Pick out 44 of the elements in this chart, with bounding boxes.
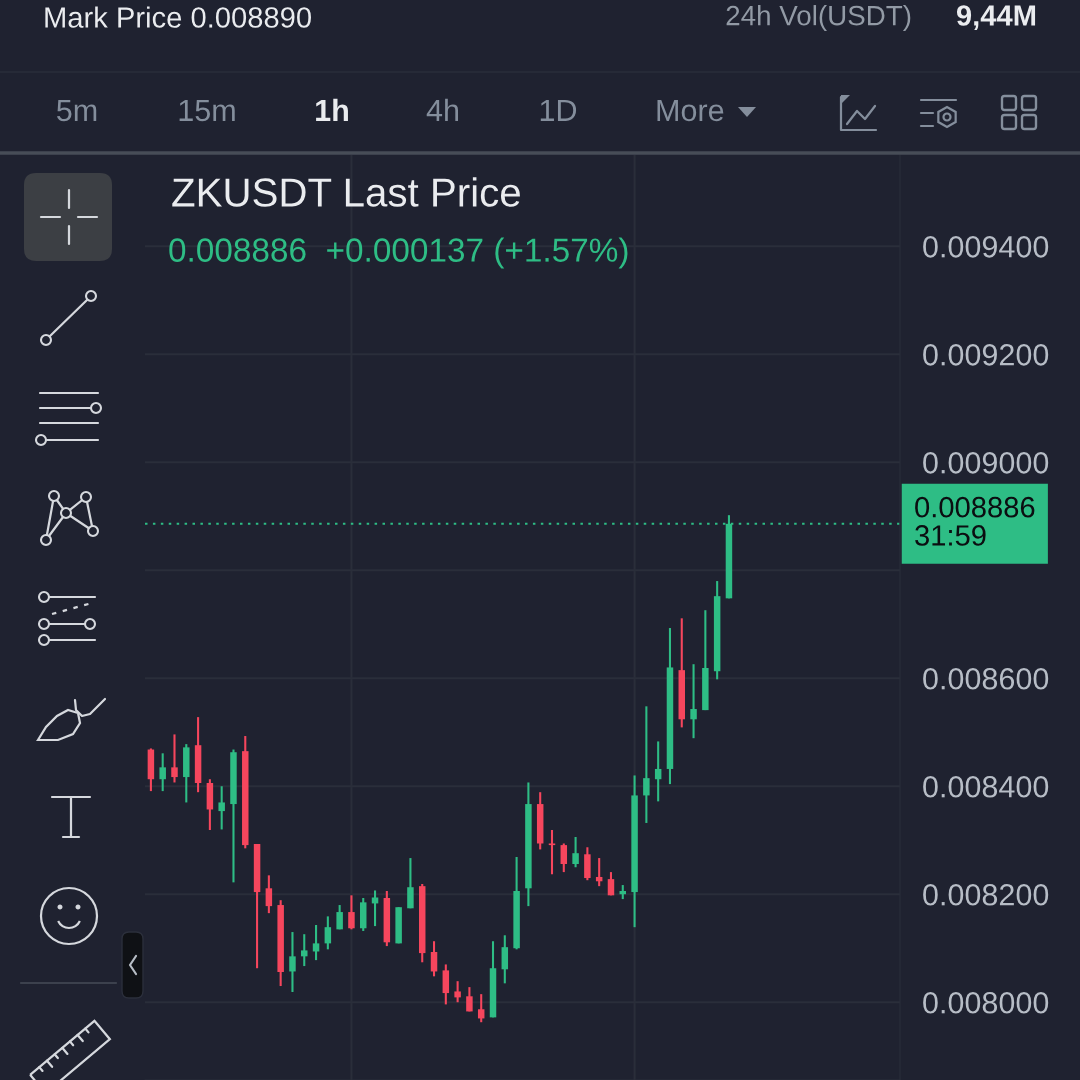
candlestick (324, 915, 332, 951)
candlestick (430, 940, 438, 978)
candlestick (171, 733, 178, 784)
candlestick (548, 828, 556, 876)
candlestick (371, 889, 379, 928)
candlestick (407, 857, 414, 910)
text: 1D (540, 99, 577, 121)
candlestick (218, 785, 225, 831)
text: 9,44M (956, 5, 1036, 31)
text: 15m (179, 99, 235, 122)
ref-line-label: 0.008886 31:59 (915, 496, 1035, 546)
candlestick (454, 980, 461, 1004)
text: More (657, 99, 724, 122)
text: 1h (316, 98, 348, 121)
candlestick (312, 923, 320, 962)
text: Mark Price 0.008890 (45, 6, 311, 28)
candlestick (643, 705, 650, 825)
candlestick (584, 846, 591, 882)
candlestick (301, 933, 308, 968)
text: 4h (426, 98, 459, 121)
candlestick (442, 963, 450, 1006)
candlestick (477, 993, 485, 1024)
text: 0.008886 +0.000137 (+1.57%) (169, 237, 628, 269)
y-tick-label: 0.008600 (923, 667, 1049, 690)
y-tick-label: 0.008200 (923, 883, 1049, 906)
candlestick (289, 931, 296, 994)
candlestick (159, 752, 166, 793)
chart-title: ZKUSDT Last Price (172, 177, 520, 207)
candlestick (572, 835, 579, 869)
y-tick-label: 0.008000 (923, 991, 1049, 1014)
candlestick (466, 986, 473, 1013)
text: 24h Vol(USDT) (726, 5, 911, 31)
candlestick (265, 874, 273, 915)
candlestick (560, 842, 568, 874)
candlestick (690, 663, 697, 740)
y-tick-label: 0.009400 (923, 235, 1049, 258)
candlestick (348, 894, 355, 931)
candlestick (654, 740, 662, 803)
y-tick-label: 0.009200 (923, 343, 1049, 366)
y-tick-label: 0.008400 (923, 775, 1049, 798)
candlestick (336, 904, 343, 931)
text: 5m (57, 99, 97, 122)
y-tick-label: 0.009000 (923, 451, 1049, 474)
candlestick (501, 934, 509, 985)
